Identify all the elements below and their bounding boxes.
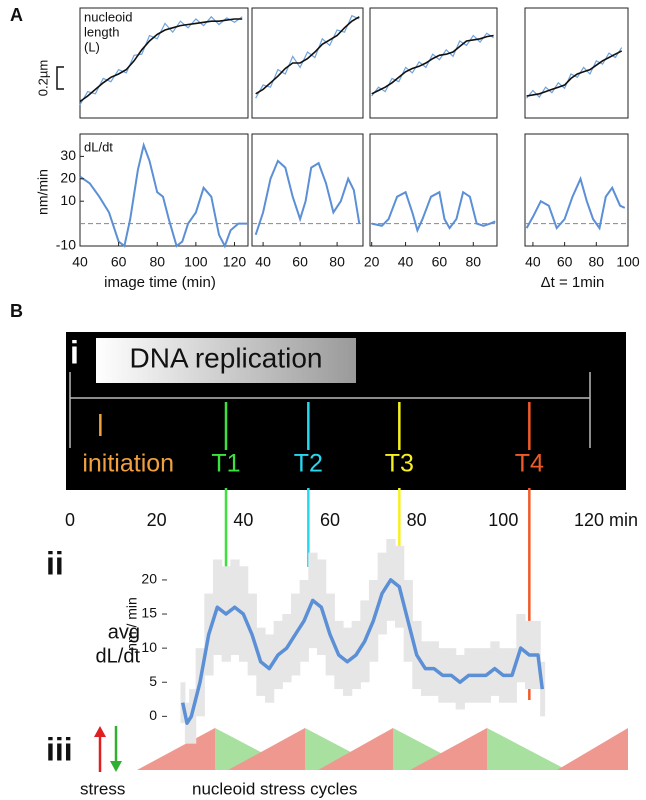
length-trace (255, 16, 360, 95)
y-tick-label: -10 (56, 237, 76, 253)
stress-label: stress (80, 779, 125, 798)
y-axis-label: nm / min (124, 597, 140, 651)
x-tick-label: 100 (488, 510, 518, 530)
mean-trace (180, 578, 545, 725)
length-trace (371, 32, 494, 97)
x-tick-label: 120 (223, 254, 247, 270)
y-tick-label: 20 (141, 571, 157, 587)
stress-triangle (228, 728, 305, 770)
scale-bar-label: 0.2µm (35, 60, 50, 96)
x-tick-label: 20 (364, 254, 380, 270)
arrow-head (94, 726, 106, 737)
rate-trace (371, 190, 496, 234)
annotation: Δt = 1min (541, 274, 605, 291)
length-trace (526, 50, 623, 97)
plot-frame (79, 133, 249, 247)
panel-label: i (70, 334, 79, 370)
x-tick-label: 80 (329, 254, 345, 270)
x-tick-label: 80 (589, 254, 605, 270)
x-tick-label: 0 (65, 510, 75, 530)
x-tick-label: 120 min (574, 510, 638, 530)
stress-triangle (410, 728, 487, 770)
event-label: initiation (82, 450, 174, 478)
event-label: T2 (294, 450, 323, 478)
x-tick-label: 40 (255, 254, 271, 270)
x-tick-label: 40 (398, 254, 414, 270)
rate-trace (79, 141, 248, 249)
plot-frame (251, 7, 364, 119)
plot-frame (369, 7, 498, 119)
replication-span (96, 338, 356, 383)
length-trace (371, 34, 494, 95)
annotation: nucleoid (84, 9, 132, 24)
x-tick-label: 100 (616, 254, 640, 270)
stress-cycles (94, 726, 628, 772)
event-label: T4 (515, 450, 544, 478)
x-axis-label: image time (min) (104, 274, 216, 291)
x-tick-label: 60 (432, 254, 448, 270)
annotation: (L) (84, 39, 100, 54)
panel-label: B (10, 301, 23, 321)
plot-frame (369, 133, 498, 247)
y-tick-label: 5 (149, 673, 157, 689)
event-label: T1 (211, 450, 240, 478)
error-band (540, 661, 546, 717)
event-label: T3 (385, 450, 414, 478)
x-tick-label: 60 (292, 254, 308, 270)
y-tick-label: 10 (141, 639, 157, 655)
chart-title: dL/dt (96, 645, 141, 667)
chart-title: avg (108, 621, 140, 643)
arrow-head (110, 761, 122, 772)
annotation: dL/dt (84, 139, 113, 154)
annotation: length (84, 24, 119, 39)
y-tick-label: 15 (141, 605, 157, 621)
plot-frame (79, 7, 249, 119)
x-tick-label: 80 (466, 254, 482, 270)
x-tick-label: 40 (233, 510, 253, 530)
scale-bar (56, 66, 64, 90)
y-tick-label: 30 (60, 147, 76, 163)
y-tick-label: 10 (60, 192, 76, 208)
y-axis-label: nm/min (35, 169, 51, 215)
plot-frame (251, 133, 364, 247)
x-tick-label: 20 (147, 510, 167, 530)
relax-triangle (487, 728, 567, 770)
length-trace (79, 18, 243, 103)
stress-triangle (318, 728, 393, 770)
x-tick-label: 60 (557, 254, 573, 270)
x-tick-label: 60 (111, 254, 127, 270)
panel-label: ii (46, 545, 64, 581)
x-tick-label: 100 (184, 254, 208, 270)
x-tick-label: 40 (525, 254, 541, 270)
cycles-label: nucleoid stress cycles (192, 779, 357, 798)
panel-label: A (10, 5, 23, 25)
stress-triangle (557, 728, 628, 770)
y-tick-label: 0 (149, 707, 157, 723)
rate-trace (254, 159, 361, 236)
plot-frame (524, 133, 629, 247)
x-tick-label: 80 (149, 254, 165, 270)
x-tick-label: 40 (72, 254, 88, 270)
rate-trace (525, 175, 626, 231)
replication-label: DNA replication (130, 342, 323, 373)
x-tick-label: 80 (407, 510, 427, 530)
x-tick-label: 60 (320, 510, 340, 530)
panel-label: iii (46, 731, 73, 767)
plot-frame (524, 7, 629, 119)
y-tick-label: 20 (60, 170, 76, 186)
